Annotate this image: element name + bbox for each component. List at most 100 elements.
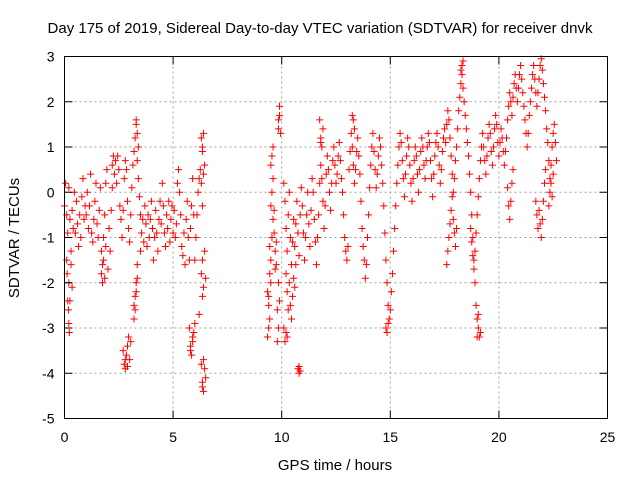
data-point xyxy=(281,338,289,346)
data-point xyxy=(127,338,135,346)
data-point xyxy=(169,229,177,237)
data-point xyxy=(286,234,294,241)
data-point xyxy=(93,220,101,228)
data-point xyxy=(360,256,368,264)
data-point xyxy=(318,143,326,151)
data-point xyxy=(302,234,310,241)
data-point xyxy=(133,274,141,282)
data-point xyxy=(267,161,275,169)
data-point xyxy=(480,143,488,151)
x-axis-label: GPS time / hours xyxy=(278,457,392,474)
data-point xyxy=(264,333,272,341)
data-point xyxy=(447,152,455,160)
data-point xyxy=(451,243,459,251)
data-point xyxy=(365,211,373,219)
data-point xyxy=(122,351,130,359)
y-tick-label: 1 xyxy=(47,139,55,155)
data-point xyxy=(137,211,145,219)
data-point xyxy=(201,365,209,373)
data-point xyxy=(295,252,303,260)
data-point xyxy=(349,161,357,169)
data-point xyxy=(411,143,419,151)
data-point xyxy=(190,329,198,337)
data-point xyxy=(101,274,109,282)
axis-ticks xyxy=(64,56,608,419)
data-point xyxy=(133,261,141,269)
data-point xyxy=(397,138,405,146)
data-point xyxy=(312,261,320,269)
data-point xyxy=(265,292,273,300)
data-point xyxy=(161,243,169,251)
data-point xyxy=(97,270,105,278)
data-point xyxy=(493,120,501,128)
data-point xyxy=(197,134,205,142)
data-point xyxy=(194,188,202,196)
data-point xyxy=(321,202,329,210)
data-point xyxy=(415,188,423,196)
data-point xyxy=(285,188,293,196)
data-point xyxy=(320,224,328,232)
x-tick-label: 25 xyxy=(600,429,616,445)
data-point xyxy=(82,211,90,219)
data-point xyxy=(200,356,208,364)
data-point xyxy=(274,116,282,124)
data-point xyxy=(546,175,554,183)
data-point xyxy=(165,197,173,205)
data-point xyxy=(306,243,314,251)
data-point xyxy=(179,252,187,260)
data-point xyxy=(135,193,143,201)
data-point xyxy=(395,143,403,151)
data-point xyxy=(114,152,122,160)
data-point xyxy=(434,143,442,151)
data-point xyxy=(429,193,437,201)
data-point xyxy=(188,202,196,210)
data-point xyxy=(446,134,454,142)
data-point xyxy=(416,166,424,174)
data-point xyxy=(444,247,452,255)
data-point xyxy=(536,220,544,228)
data-point xyxy=(132,279,140,287)
data-point xyxy=(319,125,327,133)
data-point xyxy=(390,247,398,255)
data-point xyxy=(264,288,272,296)
data-point xyxy=(267,256,275,264)
data-point xyxy=(455,107,463,115)
data-point xyxy=(271,265,279,273)
data-point xyxy=(132,288,140,296)
data-point xyxy=(108,184,116,192)
data-point xyxy=(503,134,511,142)
data-point xyxy=(518,75,526,83)
data-point xyxy=(457,66,465,74)
data-point xyxy=(541,179,549,187)
data-point xyxy=(198,256,206,264)
data-point xyxy=(119,206,127,214)
data-point xyxy=(133,157,141,165)
data-point xyxy=(121,157,129,165)
data-point xyxy=(547,161,555,169)
data-point xyxy=(285,279,293,287)
data-point xyxy=(346,148,354,156)
data-point xyxy=(202,374,210,382)
data-point xyxy=(379,179,387,187)
data-point xyxy=(303,211,311,219)
data-point xyxy=(519,89,527,97)
y-tick-label: 2 xyxy=(47,94,55,110)
data-point xyxy=(418,134,426,142)
data-point xyxy=(291,243,299,251)
data-point xyxy=(200,387,208,395)
data-point xyxy=(201,161,209,169)
data-point xyxy=(420,161,428,169)
data-point xyxy=(423,143,431,151)
data-point xyxy=(398,157,406,165)
data-point xyxy=(154,247,162,255)
data-point xyxy=(297,184,305,192)
data-point xyxy=(357,197,365,205)
data-point xyxy=(158,179,166,187)
data-point xyxy=(151,234,159,241)
data-point xyxy=(382,256,390,264)
data-point xyxy=(508,179,516,187)
data-point xyxy=(546,188,554,196)
data-point xyxy=(394,161,402,169)
data-point xyxy=(102,179,110,187)
data-point xyxy=(134,143,142,151)
